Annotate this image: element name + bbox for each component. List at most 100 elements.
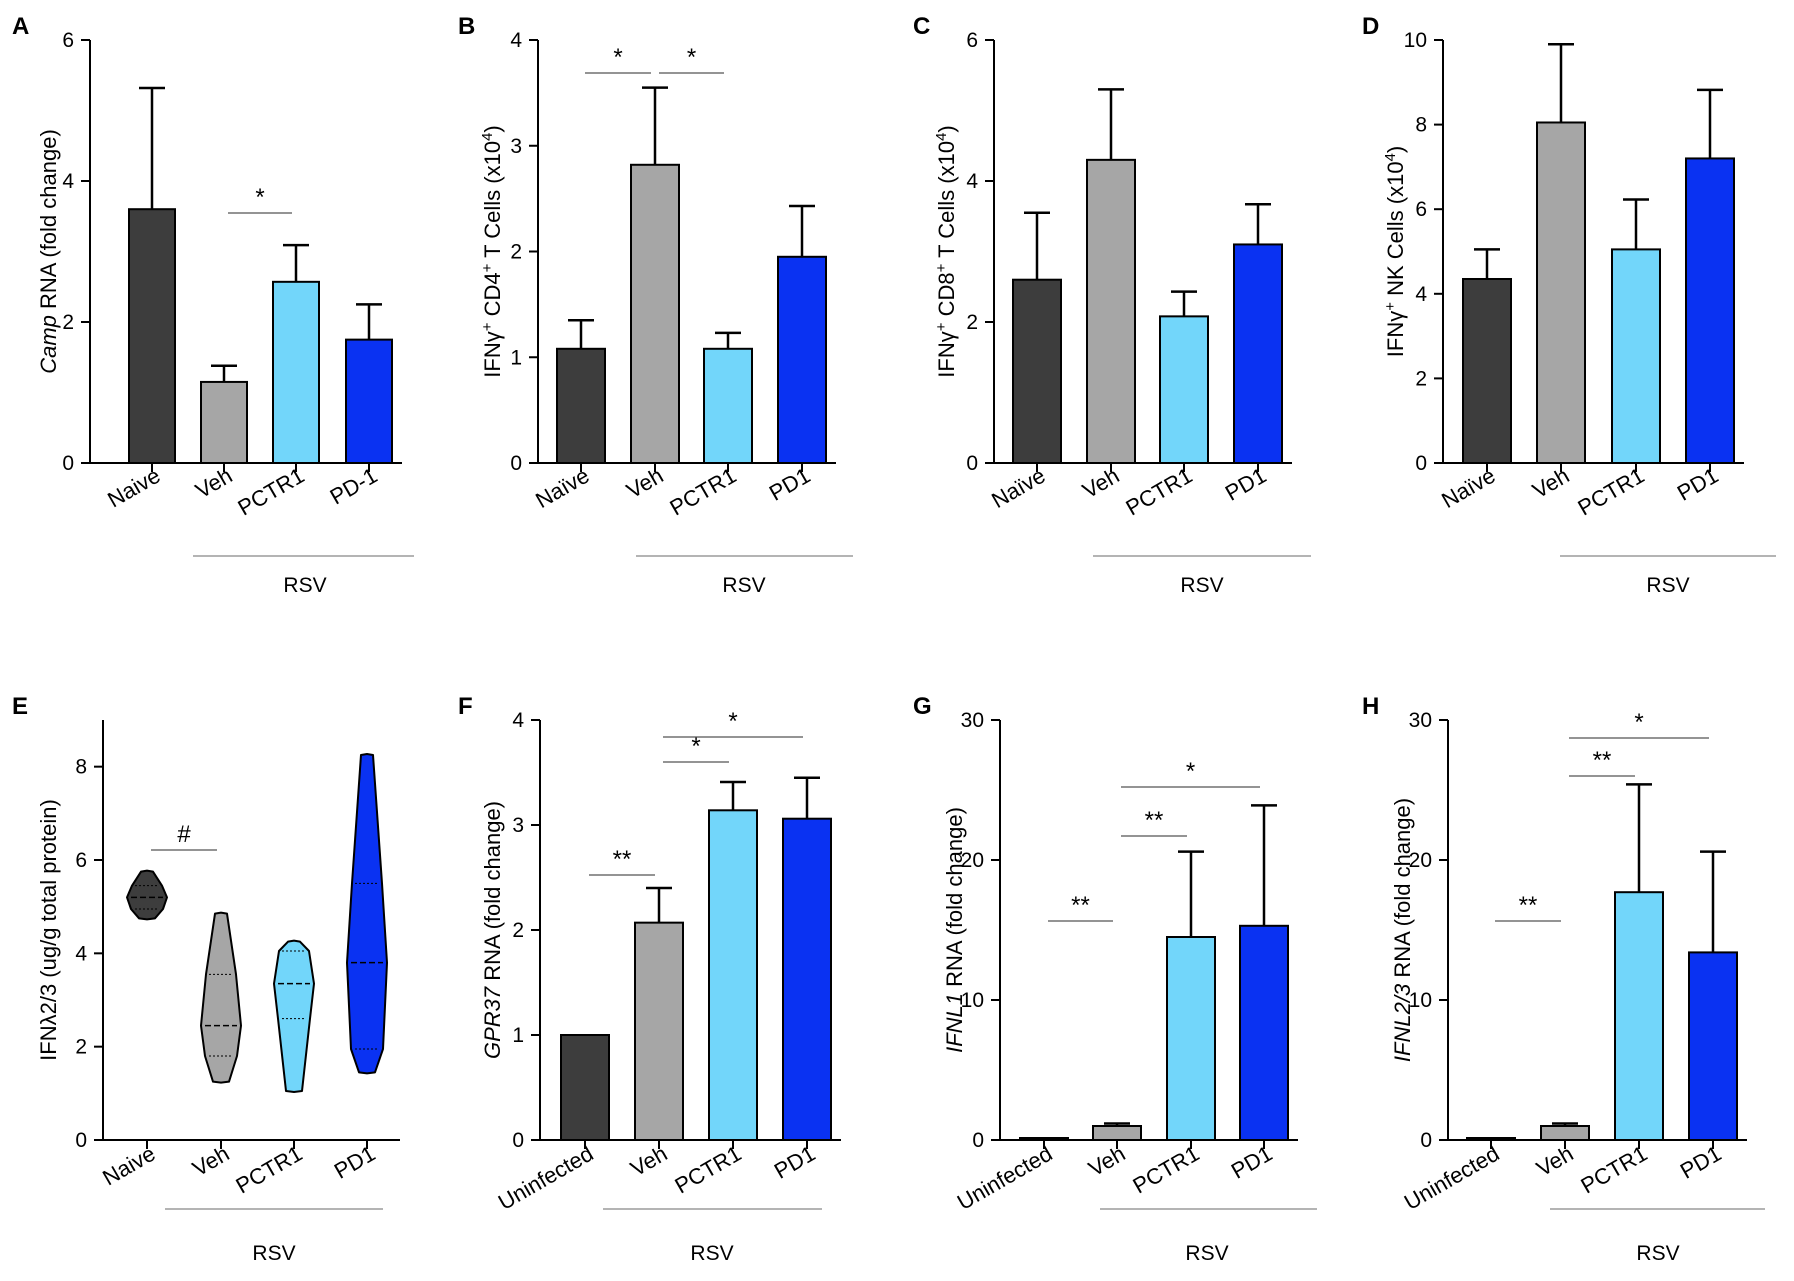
y-tick-label: 2 — [75, 1036, 87, 1059]
x-category-label: Naïve — [987, 463, 1049, 513]
y-tick-label: 10 — [1409, 989, 1432, 1012]
bar-0 — [128, 208, 176, 464]
ylabel-part: IFNγ — [480, 331, 505, 377]
y-tick-label: 20 — [961, 849, 984, 872]
y-axis-label: IFNL2/3 RNA (fold change) — [1390, 798, 1415, 1062]
y-axis-label: IFNγ+ CD4+ T Cells (x104) — [479, 125, 506, 377]
x-category-label: PD1 — [330, 1141, 380, 1184]
x-category-label: PCTR1 — [1122, 463, 1197, 521]
bar-3 — [345, 338, 393, 464]
group-label: RSV — [1646, 574, 1689, 597]
y-tick-label: 0 — [512, 1129, 524, 1152]
y-tick-label: 0 — [1420, 1129, 1432, 1152]
ylabel-part: Camp — [36, 315, 61, 374]
y-axis-label: IFNλ2/3 (ug/g total protein) — [36, 799, 61, 1061]
panel-letter: F — [458, 693, 473, 720]
ylabel-part: IFNγ — [1383, 311, 1408, 357]
ylabel-part: ) — [1383, 146, 1408, 153]
ylabel-part: 4 — [933, 133, 950, 141]
ylabel-part: IFNλ2/3 (ug/g total protein) — [36, 799, 61, 1061]
bar-1 — [1086, 158, 1136, 464]
y-tick-label: 3 — [510, 135, 522, 158]
bar-0 — [1019, 1137, 1069, 1141]
panel-letter: A — [12, 13, 29, 40]
group-label: RSV — [1636, 1242, 1679, 1265]
significance-label: * — [255, 184, 264, 211]
y-tick-label: 4 — [62, 170, 74, 193]
ylabel-part: ) — [934, 125, 959, 132]
x-category-label: PCTR1 — [1577, 1141, 1652, 1199]
y-tick-label: 4 — [1415, 283, 1427, 306]
x-category-label: PCTR1 — [234, 463, 309, 521]
violin-3 — [346, 753, 388, 1075]
x-category-label: Naïve — [531, 463, 593, 513]
significance-label: * — [1186, 758, 1195, 785]
x-category-label: Uninfected — [1400, 1141, 1504, 1215]
ylabel-part: T Cells (x10 — [480, 141, 505, 264]
y-tick-label: 6 — [62, 29, 74, 52]
panel-A: A 0 2 4 6 Camp RNA (fold change) Naive VehPCTR1… — [12, 13, 414, 597]
ylabel-part: + — [479, 263, 496, 272]
bar-2 — [708, 809, 758, 1141]
significance-label: * — [1634, 709, 1643, 736]
y-tick-label: 6 — [966, 29, 978, 52]
panel-letter: G — [913, 693, 932, 720]
y-tick-label: 2 — [966, 311, 978, 334]
x-category-label: PCTR1 — [1574, 463, 1649, 521]
bar-2 — [1166, 936, 1216, 1141]
significance-label: ** — [1519, 892, 1538, 919]
bar-2 — [1159, 315, 1209, 464]
x-category-label: PD1 — [1227, 1141, 1277, 1184]
ylabel-part: CD8 — [934, 272, 959, 322]
x-category-label: PD1 — [765, 463, 815, 506]
x-category-label: PCTR1 — [666, 463, 741, 521]
x-category-label: PD-1 — [326, 463, 382, 510]
ylabel-part: 4 — [1382, 153, 1399, 161]
ylabel-part: + — [1382, 302, 1399, 311]
bar-3 — [1685, 157, 1735, 464]
bar-0 — [560, 1034, 610, 1141]
x-category-label: PD1 — [770, 1141, 820, 1184]
x-category-label: PCTR1 — [1129, 1141, 1204, 1199]
y-tick-label: 0 — [75, 1129, 87, 1152]
panel-letter: B — [458, 13, 475, 40]
y-axis-label: IFNL1 RNA (fold change) — [942, 807, 967, 1053]
y-tick-label: 0 — [972, 1129, 984, 1152]
x-category-label: PD1 — [1676, 1141, 1726, 1184]
y-tick-label: 30 — [961, 709, 984, 732]
y-axis-label: GPR37 RNA (fold change) — [480, 801, 505, 1059]
y-tick-label: 10 — [961, 989, 984, 1012]
x-category-label: Veh — [1528, 463, 1573, 504]
y-tick-label: 6 — [1415, 198, 1427, 221]
bar-3 — [782, 817, 832, 1141]
ylabel-part: RNA (fold change) — [36, 129, 61, 315]
y-tick-label: 30 — [1409, 709, 1432, 732]
panel-letter: E — [12, 693, 28, 720]
bar-0 — [1462, 277, 1512, 464]
x-category-label: Veh — [1084, 1141, 1129, 1182]
group-label: RSV — [252, 1242, 295, 1265]
significance-label: * — [691, 733, 700, 760]
violin-0 — [126, 869, 168, 921]
significance-label: ** — [1145, 807, 1164, 834]
bar-2 — [272, 280, 320, 464]
panel-letter: C — [913, 13, 930, 40]
bar-1 — [1092, 1125, 1142, 1141]
y-tick-label: 4 — [512, 709, 524, 732]
violin-1 — [200, 911, 242, 1084]
x-category-label: PD1 — [1673, 463, 1723, 506]
y-tick-label: 20 — [1409, 849, 1432, 872]
bar-3 — [777, 255, 827, 464]
x-category-label: PD1 — [1221, 463, 1271, 506]
bar-1 — [634, 921, 684, 1142]
x-category-label: Veh — [191, 463, 236, 504]
bar-0 — [556, 347, 606, 465]
ylabel-part: IFNγ — [934, 331, 959, 377]
violin-2 — [273, 939, 315, 1093]
ylabel-part: IFNL2/3 — [1390, 983, 1415, 1062]
bar-1 — [630, 163, 680, 464]
y-tick-label: 0 — [510, 452, 522, 475]
